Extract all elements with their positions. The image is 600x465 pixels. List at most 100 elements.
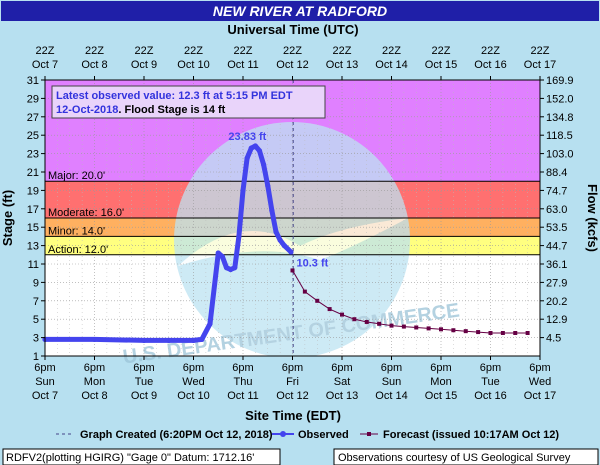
forecast-point xyxy=(488,331,493,335)
observed-point xyxy=(228,266,234,273)
top-tick-date: Oct 12 xyxy=(276,59,308,71)
chart-title: NEW RIVER AT RADFORD xyxy=(213,3,387,19)
latest-observation-box: Latest observed value: 12.3 ft at 5:15 P… xyxy=(51,85,326,119)
plot-area: U.S. DEPARTMENT OF COMMERCE Action: 12.0… xyxy=(42,79,541,369)
forecast-start-annotation: 10.3 ft xyxy=(297,257,329,269)
observed-point xyxy=(281,243,287,249)
bottom-tick-time: 6pm xyxy=(183,362,204,374)
observed-point xyxy=(265,183,271,189)
right-tick-label: 134.8 xyxy=(546,112,574,124)
bottom-tick-date: Oct 16 xyxy=(474,390,506,402)
right-tick-label: 44.7 xyxy=(546,241,567,253)
observed-point xyxy=(166,337,172,343)
forecast-point xyxy=(327,307,332,312)
top-tick-time: 22Z xyxy=(283,45,302,57)
observed-point xyxy=(277,237,283,243)
observed-point xyxy=(244,155,250,161)
top-tick-time: 22Z xyxy=(333,45,352,57)
left-tick-label: 11 xyxy=(28,259,39,271)
legend-forecast-label: Forecast (issued 10:17AM Oct 12) xyxy=(383,429,559,441)
right-tick-label: 20.2 xyxy=(546,296,567,308)
right-tick-label: 53.5 xyxy=(546,222,567,234)
y2-axis-label: Flow (kcfs) xyxy=(585,184,600,252)
bottom-tick-date: Oct 13 xyxy=(326,390,358,402)
top-tick-time: 22Z xyxy=(234,45,253,57)
forecast-point xyxy=(500,331,505,335)
forecast-point xyxy=(426,326,431,331)
forecast-point xyxy=(389,323,394,328)
left-tick-label: 19 xyxy=(27,185,39,197)
bottom-tick-time: 6pm xyxy=(331,362,352,374)
title-bar xyxy=(1,1,599,21)
y-axis-label: Stage (ft) xyxy=(0,190,15,246)
left-tick-label: 21 xyxy=(27,167,39,179)
footer-right-box xyxy=(333,448,599,465)
bottom-tick-day: Mon xyxy=(430,376,451,388)
forecast-point xyxy=(451,328,456,333)
bottom-tick-date: Oct 7 xyxy=(32,390,58,402)
right-tick-label: 4.5 xyxy=(546,333,561,345)
observed-point xyxy=(248,145,254,151)
top-tick-time: 22Z xyxy=(184,45,203,57)
value-annotations: 23.83 ft 10.3 ft xyxy=(228,131,328,269)
flood-category-labels: Action: 12.0' Minor: 14.0' Moderate: 16.0'… xyxy=(45,170,540,256)
bottom-tick-time: 6pm xyxy=(282,362,303,374)
flood-label-moderate: Moderate: 16.0' xyxy=(48,207,124,219)
left-tick-label: 15 xyxy=(27,222,39,234)
forecast-point xyxy=(476,330,481,335)
flood-label-minor: Minor: 14.0' xyxy=(48,225,105,237)
bottom-tick-date: Oct 10 xyxy=(177,390,209,402)
bottom-tick-time: 6pm xyxy=(430,362,451,374)
right-tick-label: 152.0 xyxy=(546,93,574,105)
top-tick-time: 22Z xyxy=(382,45,401,57)
info-box-line2: 12-Oct-2018. Flood Stage is 14 ft xyxy=(56,104,226,116)
bottom-tick-day: Sun xyxy=(382,376,402,388)
top-tick-date: Oct 9 xyxy=(131,59,157,71)
observed-point xyxy=(141,337,147,343)
top-tick-date: Oct 13 xyxy=(326,59,358,71)
forecast-point xyxy=(414,325,419,330)
flood-label-action: Action: 12.0' xyxy=(48,244,108,256)
top-tick-date: Oct 8 xyxy=(81,59,107,71)
observed-point xyxy=(207,321,213,327)
left-tick-label: 13 xyxy=(27,241,39,253)
top-tick-date: Oct 16 xyxy=(474,59,506,71)
forecast-point xyxy=(525,331,530,335)
right-tick-label: 27.9 xyxy=(546,277,567,289)
observed-point xyxy=(256,148,263,154)
right-axis-ticks: 169.9 152.0 134.8 118.5 103.0 88.4 74.7 63.0 53.… xyxy=(540,75,574,345)
bottom-tick-time: 6pm xyxy=(529,362,550,374)
observed-point xyxy=(236,233,242,239)
left-tick-label: 27 xyxy=(27,112,39,124)
bottom-tick-date: Oct 8 xyxy=(81,390,107,402)
observed-point xyxy=(232,265,238,271)
bottom-tick-day: Thu xyxy=(234,376,253,388)
left-tick-label: 3 xyxy=(33,333,39,345)
bottom-tick-time: 6pm xyxy=(381,362,402,374)
info-box-line1: Latest observed value: 12.3 ft at 5:15 P… xyxy=(56,90,293,102)
right-tick-label: 118.5 xyxy=(546,130,573,142)
observed-point xyxy=(261,162,267,168)
bottom-tick-time: 6pm xyxy=(34,362,55,374)
bottom-tick-time: 6pm xyxy=(133,362,154,374)
left-tick-label: 25 xyxy=(27,130,39,142)
forecast-point xyxy=(513,331,518,335)
footer-left-box xyxy=(2,448,281,465)
bottom-tick-date: Oct 11 xyxy=(227,390,259,402)
top-tick-time: 22Z xyxy=(531,45,550,57)
forecast-point xyxy=(352,317,357,322)
left-tick-label: 29 xyxy=(27,93,39,105)
observed-point xyxy=(91,336,98,343)
bottom-tick-time: 6pm xyxy=(84,362,105,374)
bottom-tick-day: Wed xyxy=(529,376,551,388)
x-axis-label: Site Time (EDT) xyxy=(245,408,341,423)
observed-point xyxy=(219,254,225,260)
right-tick-label: 88.4 xyxy=(546,167,567,179)
legend: Graph Created (6:20PM Oct 12, 2018) Obse… xyxy=(56,429,559,441)
left-tick-label: 23 xyxy=(27,149,39,161)
bottom-tick-date: Oct 12 xyxy=(276,390,308,402)
top-tick-date: Oct 17 xyxy=(524,59,556,71)
left-tick-label: 9 xyxy=(33,277,39,289)
top-tick-date: Oct 10 xyxy=(177,59,209,71)
